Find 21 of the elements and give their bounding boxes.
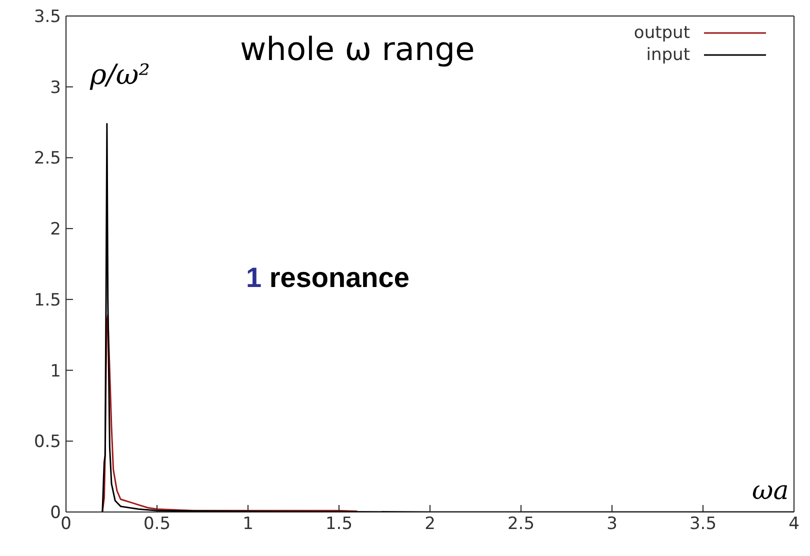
x-tick-label: 1 <box>242 514 254 534</box>
x-tick-label: 2 <box>424 514 436 534</box>
y-tick-label: 0.5 <box>34 432 61 452</box>
x-axis-title: ωa <box>752 476 789 506</box>
x-tick-label: 3.5 <box>689 514 717 534</box>
y-tick-label: 3 <box>50 78 61 98</box>
x-tick-label: 3 <box>606 514 618 534</box>
y-tick-label: 1 <box>50 361 61 382</box>
x-tick-label: 1.5 <box>325 514 353 534</box>
y-tick-label: 2 <box>50 220 61 240</box>
x-tick-label: 0.5 <box>143 514 171 534</box>
y-tick-label: 1.5 <box>34 290 61 310</box>
x-tick-label: 2.5 <box>507 514 535 534</box>
legend-label: output <box>634 22 690 44</box>
y-tick-label: 2.5 <box>34 148 61 169</box>
legend-label: input <box>646 44 690 66</box>
text: whole ω range <box>240 30 475 68</box>
y-axis-title: ρ/ω² <box>90 58 150 91</box>
y-tick-label: 3.5 <box>34 7 61 28</box>
annotation: 1 resonance <box>246 262 410 294</box>
x-tick-label: 4 <box>788 514 800 534</box>
